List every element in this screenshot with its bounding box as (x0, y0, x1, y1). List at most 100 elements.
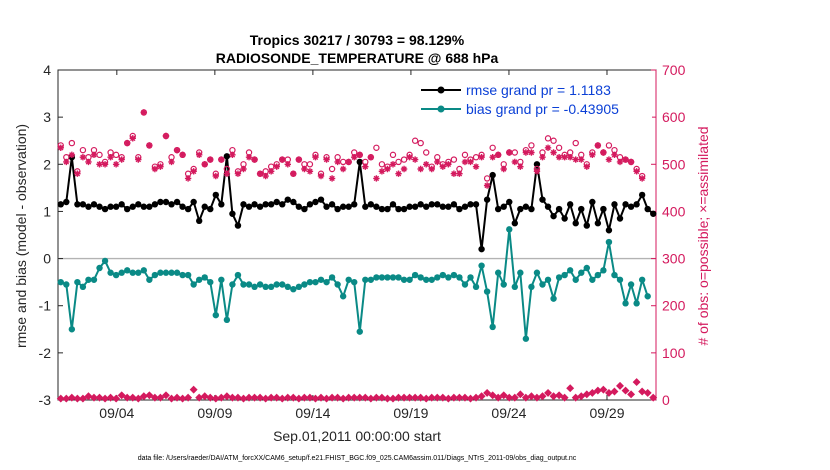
obs-assimilated-point (212, 172, 220, 180)
series-point (323, 278, 330, 286)
chart-subtitle: RADIOSONDE_TEMPERATURE @ 688 hPa (216, 50, 499, 66)
obs-baseline-point (643, 388, 652, 397)
obs-possible-point (378, 161, 386, 168)
obs-baseline-point (638, 387, 647, 396)
series-point (229, 281, 236, 288)
series-point (57, 278, 64, 286)
series-point (234, 271, 242, 279)
obs-possible-point (550, 137, 557, 144)
series-point (201, 203, 208, 210)
obs-assimilated-point (589, 151, 596, 159)
series-point (124, 267, 131, 274)
series-point (605, 238, 613, 246)
series-point (578, 205, 585, 213)
right-y-tick-label: 500 (662, 156, 686, 172)
obs-assimilated-point (611, 151, 618, 159)
obs-assimilated-point (129, 135, 136, 142)
obs-baseline-point (300, 393, 309, 402)
series-point (351, 278, 358, 286)
obs-assimilated-point (334, 158, 341, 166)
series-point (389, 201, 397, 208)
series-point (450, 201, 458, 208)
obs-possible-point (411, 137, 419, 144)
series-point (561, 215, 568, 222)
series-point (146, 276, 153, 283)
series-point (79, 283, 87, 291)
series-point (135, 201, 142, 208)
series-point (79, 201, 87, 208)
obs-baseline-point (400, 393, 409, 402)
obs-baseline-point (245, 393, 253, 402)
series-point (627, 203, 635, 210)
series-point (511, 283, 519, 291)
series-point (555, 205, 563, 213)
series-point (207, 205, 214, 213)
obs-assimilated-point (633, 168, 640, 175)
series-point (201, 274, 208, 281)
obs-assimilated-point (356, 151, 363, 159)
series-point (483, 288, 491, 295)
obs-possible-point (112, 151, 120, 159)
series-point (118, 269, 125, 276)
series-point (345, 203, 352, 210)
series-point (284, 283, 291, 291)
series-point (533, 269, 541, 276)
series-point (533, 161, 541, 168)
series-point (439, 271, 447, 279)
series-point (423, 203, 430, 210)
obs-assimilated-point (389, 161, 397, 168)
obs-baseline-point (610, 387, 619, 396)
obs-baseline-point (189, 385, 198, 394)
series-point (262, 283, 269, 291)
series-point (90, 276, 98, 283)
obs-assimilated-point (245, 154, 253, 161)
series-point (616, 276, 624, 283)
series-point (600, 267, 607, 274)
series-point (290, 286, 297, 293)
obs-assimilated-point (461, 158, 469, 166)
series-point (146, 203, 153, 210)
obs-baseline-point (560, 393, 569, 402)
series-point (351, 201, 358, 208)
obs-assimilated-point (533, 168, 541, 175)
x-tick-label: 09/14 (295, 405, 330, 421)
series-point (467, 274, 474, 281)
obs-assimilated-point (351, 154, 358, 161)
obs-baseline-point (377, 393, 386, 402)
series-point (362, 276, 369, 283)
right-y-tick-label: 600 (662, 109, 686, 125)
left-y-tick-label: 2 (43, 156, 51, 172)
obs-baseline-point (555, 391, 564, 400)
series-point (57, 201, 64, 208)
x-tick-label: 09/09 (197, 405, 232, 421)
series-point (400, 276, 408, 283)
series-point (356, 328, 363, 335)
obs-possible-point (400, 156, 408, 163)
series-point (511, 220, 519, 227)
right-y-tick-label: 300 (662, 251, 686, 267)
series-point (456, 205, 463, 213)
right-y-axis: 0 100 200 300 400 500 600 700 (651, 62, 686, 408)
obs-possible-point (68, 139, 76, 147)
series-point (384, 205, 391, 213)
series-point (195, 276, 203, 283)
series-point (638, 191, 646, 199)
obs-baseline-point (372, 393, 381, 402)
series-point (528, 205, 535, 213)
series-point (240, 281, 247, 288)
obs-possible-point (389, 151, 397, 159)
left-y-tick-label: 1 (43, 203, 51, 219)
obs-assimilated-point (112, 161, 120, 168)
obs-baseline-point (145, 391, 154, 400)
obs-baseline-point (455, 393, 464, 402)
obs-assimilated-point (267, 168, 275, 175)
obs-assimilated-point (74, 170, 81, 177)
series-layer (56, 109, 658, 403)
left-y-tick-label: 3 (43, 109, 51, 125)
obs-baseline-point (134, 394, 143, 403)
series-point (251, 283, 258, 291)
obs-assimilated-point (184, 175, 192, 182)
obs-assimilated-point (583, 163, 590, 170)
obs-assimilated-point (561, 154, 568, 161)
series-point (572, 276, 579, 283)
